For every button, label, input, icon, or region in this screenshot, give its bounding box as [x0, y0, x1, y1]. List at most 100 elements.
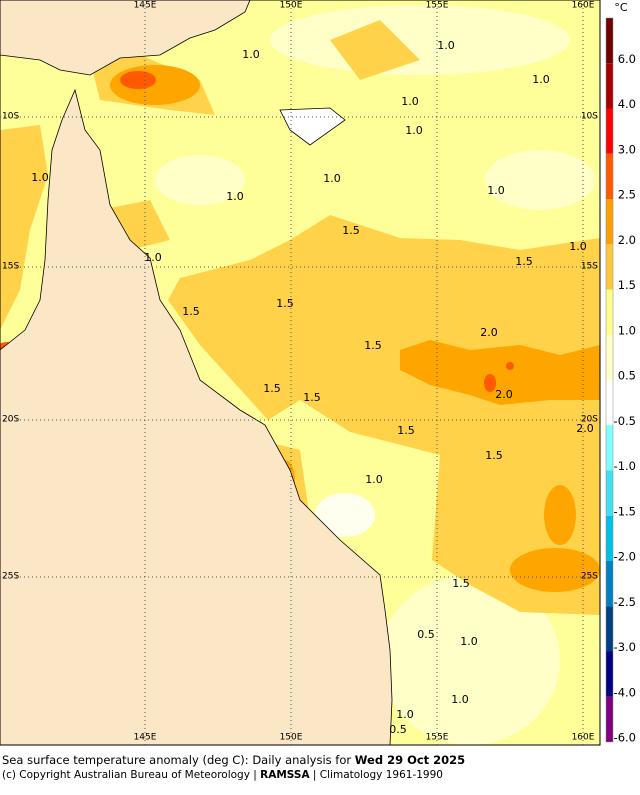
colorbar-label: 2.5	[618, 188, 636, 202]
contour-label: 1.0	[437, 39, 455, 52]
caption-line-1: Sea surface temperature anomaly (deg C):…	[2, 753, 465, 767]
contour-label: 1.5	[263, 382, 281, 395]
colorbar-segment	[606, 425, 613, 471]
contour-label: 1.0	[242, 48, 260, 61]
colorbar-label: 1.5	[618, 278, 636, 292]
contour-labels: 1.0 1.0 1.0 1.0 1.0 1.0 1.0 1.0 1.0 1.0 1.0 1.5 1.5 1…	[31, 39, 594, 736]
lat-label: 20S	[2, 415, 19, 425]
lat-label: 25S	[2, 572, 19, 582]
lon-label: 145E	[134, 1, 157, 11]
graticule: 145E 145E 150E 150E 155E 155E 160E 160E 10S 10S 15…	[0, 0, 600, 745]
lat-label: 20S	[581, 415, 598, 425]
colorbar-label: -3.0	[614, 640, 636, 654]
contour-label: 2.0	[576, 422, 594, 435]
lon-label: 160E	[572, 1, 595, 11]
lon-label: 150E	[280, 1, 303, 11]
hottest-area	[120, 71, 156, 89]
colorbar-segment	[606, 289, 613, 335]
pale-area	[380, 575, 560, 745]
caption-agency: RAMSSA	[260, 769, 310, 781]
colorbar-label: 6.0	[618, 52, 636, 66]
caption-text: | Climatology 1961-1990	[310, 769, 443, 781]
contour-label: 1.0	[532, 73, 550, 86]
contour-label: 1.0	[31, 171, 49, 184]
colorbar-segment	[606, 651, 613, 697]
map-frame	[0, 0, 601, 746]
warm-area	[0, 125, 48, 330]
lat-label: 15S	[2, 262, 19, 272]
colorbar-segment	[606, 153, 613, 199]
contour-label: 1.5	[364, 339, 382, 352]
hot-area	[510, 548, 600, 592]
australia	[0, 88, 393, 745]
contour-label: 1.0	[451, 693, 469, 706]
contour-label: 1.0	[460, 635, 478, 648]
contour-label: 1.0	[144, 251, 162, 264]
contour-label: 1.5	[485, 449, 503, 462]
contour-label: 2.0	[480, 326, 498, 339]
colorbar-segment	[606, 18, 613, 64]
map	[0, 0, 600, 745]
caption-text: Sea surface temperature anomaly (deg C):…	[2, 753, 355, 767]
lon-label: 155E	[426, 733, 449, 743]
contour-label: 1.5	[182, 305, 200, 318]
colorbar-label: -6.0	[614, 731, 636, 745]
contour-label: 0.5	[417, 628, 435, 641]
colorbar-segment	[606, 199, 613, 245]
colorbar: °C 6.0 4.0 3.0 2.5 2.0 1.5 1.0 0.5 -0.5 -1.0 -1.5 -2…	[605, 1, 636, 745]
hottest-area	[506, 362, 514, 370]
lon-label: 150E	[280, 733, 303, 743]
colorbar-label: 4.0	[618, 97, 636, 111]
contour-label: 0.5	[389, 723, 407, 736]
lat-label: 25S	[581, 572, 598, 582]
new-guinea	[0, 0, 251, 76]
contour-label: 1.0	[405, 124, 423, 137]
colorbar-label: 0.5	[618, 369, 636, 383]
white-area	[315, 493, 375, 537]
colorbar-label: -2.5	[614, 595, 636, 609]
hot-area	[400, 340, 600, 405]
contour-label: 1.0	[226, 190, 244, 203]
contour-label: 2.0	[495, 388, 513, 401]
contour-label: 1.5	[397, 424, 415, 437]
lon-label: 160E	[572, 733, 595, 743]
contour-label: 1.0	[396, 708, 414, 721]
contour-label: 1.5	[303, 391, 321, 404]
colorbar-segment	[606, 63, 613, 109]
colorbar-segment	[606, 334, 613, 380]
pale-area	[155, 155, 245, 205]
contour-label: 1.0	[323, 172, 341, 185]
contour-label: 1.5	[452, 577, 470, 590]
lat-label: 10S	[581, 112, 598, 122]
colorbar-label: 2.0	[618, 233, 636, 247]
caption-line-2: (c) Copyright Australian Bureau of Meteo…	[2, 769, 443, 781]
colorbar-label: 3.0	[618, 142, 636, 156]
caption-date: Wed 29 Oct 2025	[355, 753, 465, 767]
caption-text: (c) Copyright Australian Bureau of Meteo…	[2, 769, 260, 781]
colorbar-segment	[606, 606, 613, 652]
contour-label: 1.5	[342, 224, 360, 237]
contour-label: 1.5	[276, 297, 294, 310]
colorbar-label: -4.0	[614, 685, 636, 699]
lat-label: 10S	[2, 112, 19, 122]
colorbar-segment	[606, 515, 613, 561]
warm-area	[100, 200, 170, 250]
lat-label: 15S	[581, 262, 598, 272]
colorbar-label: 1.0	[618, 323, 636, 337]
contour-label: 1.0	[365, 473, 383, 486]
contour-label: 1.0	[487, 184, 505, 197]
colorbar-segment	[606, 380, 613, 426]
warm-area	[168, 215, 600, 615]
colorbar-unit: °C	[614, 1, 628, 14]
pale-area	[485, 150, 595, 210]
colorbar-frame	[605, 17, 614, 743]
colorbar-label: -1.5	[614, 504, 636, 518]
colorbar-segment	[606, 696, 613, 742]
colorbar-segment	[606, 561, 613, 607]
contour-label: 1.0	[401, 95, 419, 108]
colorbar-label: -1.0	[614, 459, 636, 473]
lon-label: 155E	[426, 1, 449, 11]
warm-area	[330, 20, 420, 80]
pale-area	[270, 5, 570, 75]
